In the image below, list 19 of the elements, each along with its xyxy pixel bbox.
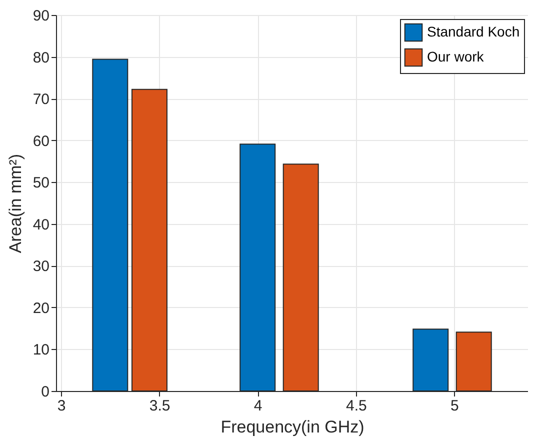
y-tick-label: 50 <box>32 174 50 192</box>
y-tick-label: 10 <box>32 342 50 359</box>
y-tick-label: 0 <box>41 384 50 400</box>
y-tick-label: 40 <box>32 216 50 234</box>
x-axis-title: Frequency(in GHz) <box>220 418 364 436</box>
legend-label: Our work <box>427 48 485 64</box>
y-tick-label: 80 <box>32 49 50 66</box>
y-tick-label: 20 <box>32 300 50 317</box>
x-tick-label: 4 <box>254 398 262 414</box>
x-tick-label: 5 <box>450 398 459 414</box>
x-tick-label: 4.5 <box>346 398 367 414</box>
x-tick-label: 3.5 <box>149 398 170 414</box>
x-tick-label: 3 <box>57 398 66 414</box>
y-axis-title: Area(in mm²) <box>6 154 25 254</box>
y-tick-label: 70 <box>32 91 50 108</box>
y-tick-label: 60 <box>32 132 50 150</box>
y-tick-label: 30 <box>32 258 50 276</box>
y-tick-label: 90 <box>32 8 50 24</box>
legend-label: Standard Koch <box>427 24 520 40</box>
